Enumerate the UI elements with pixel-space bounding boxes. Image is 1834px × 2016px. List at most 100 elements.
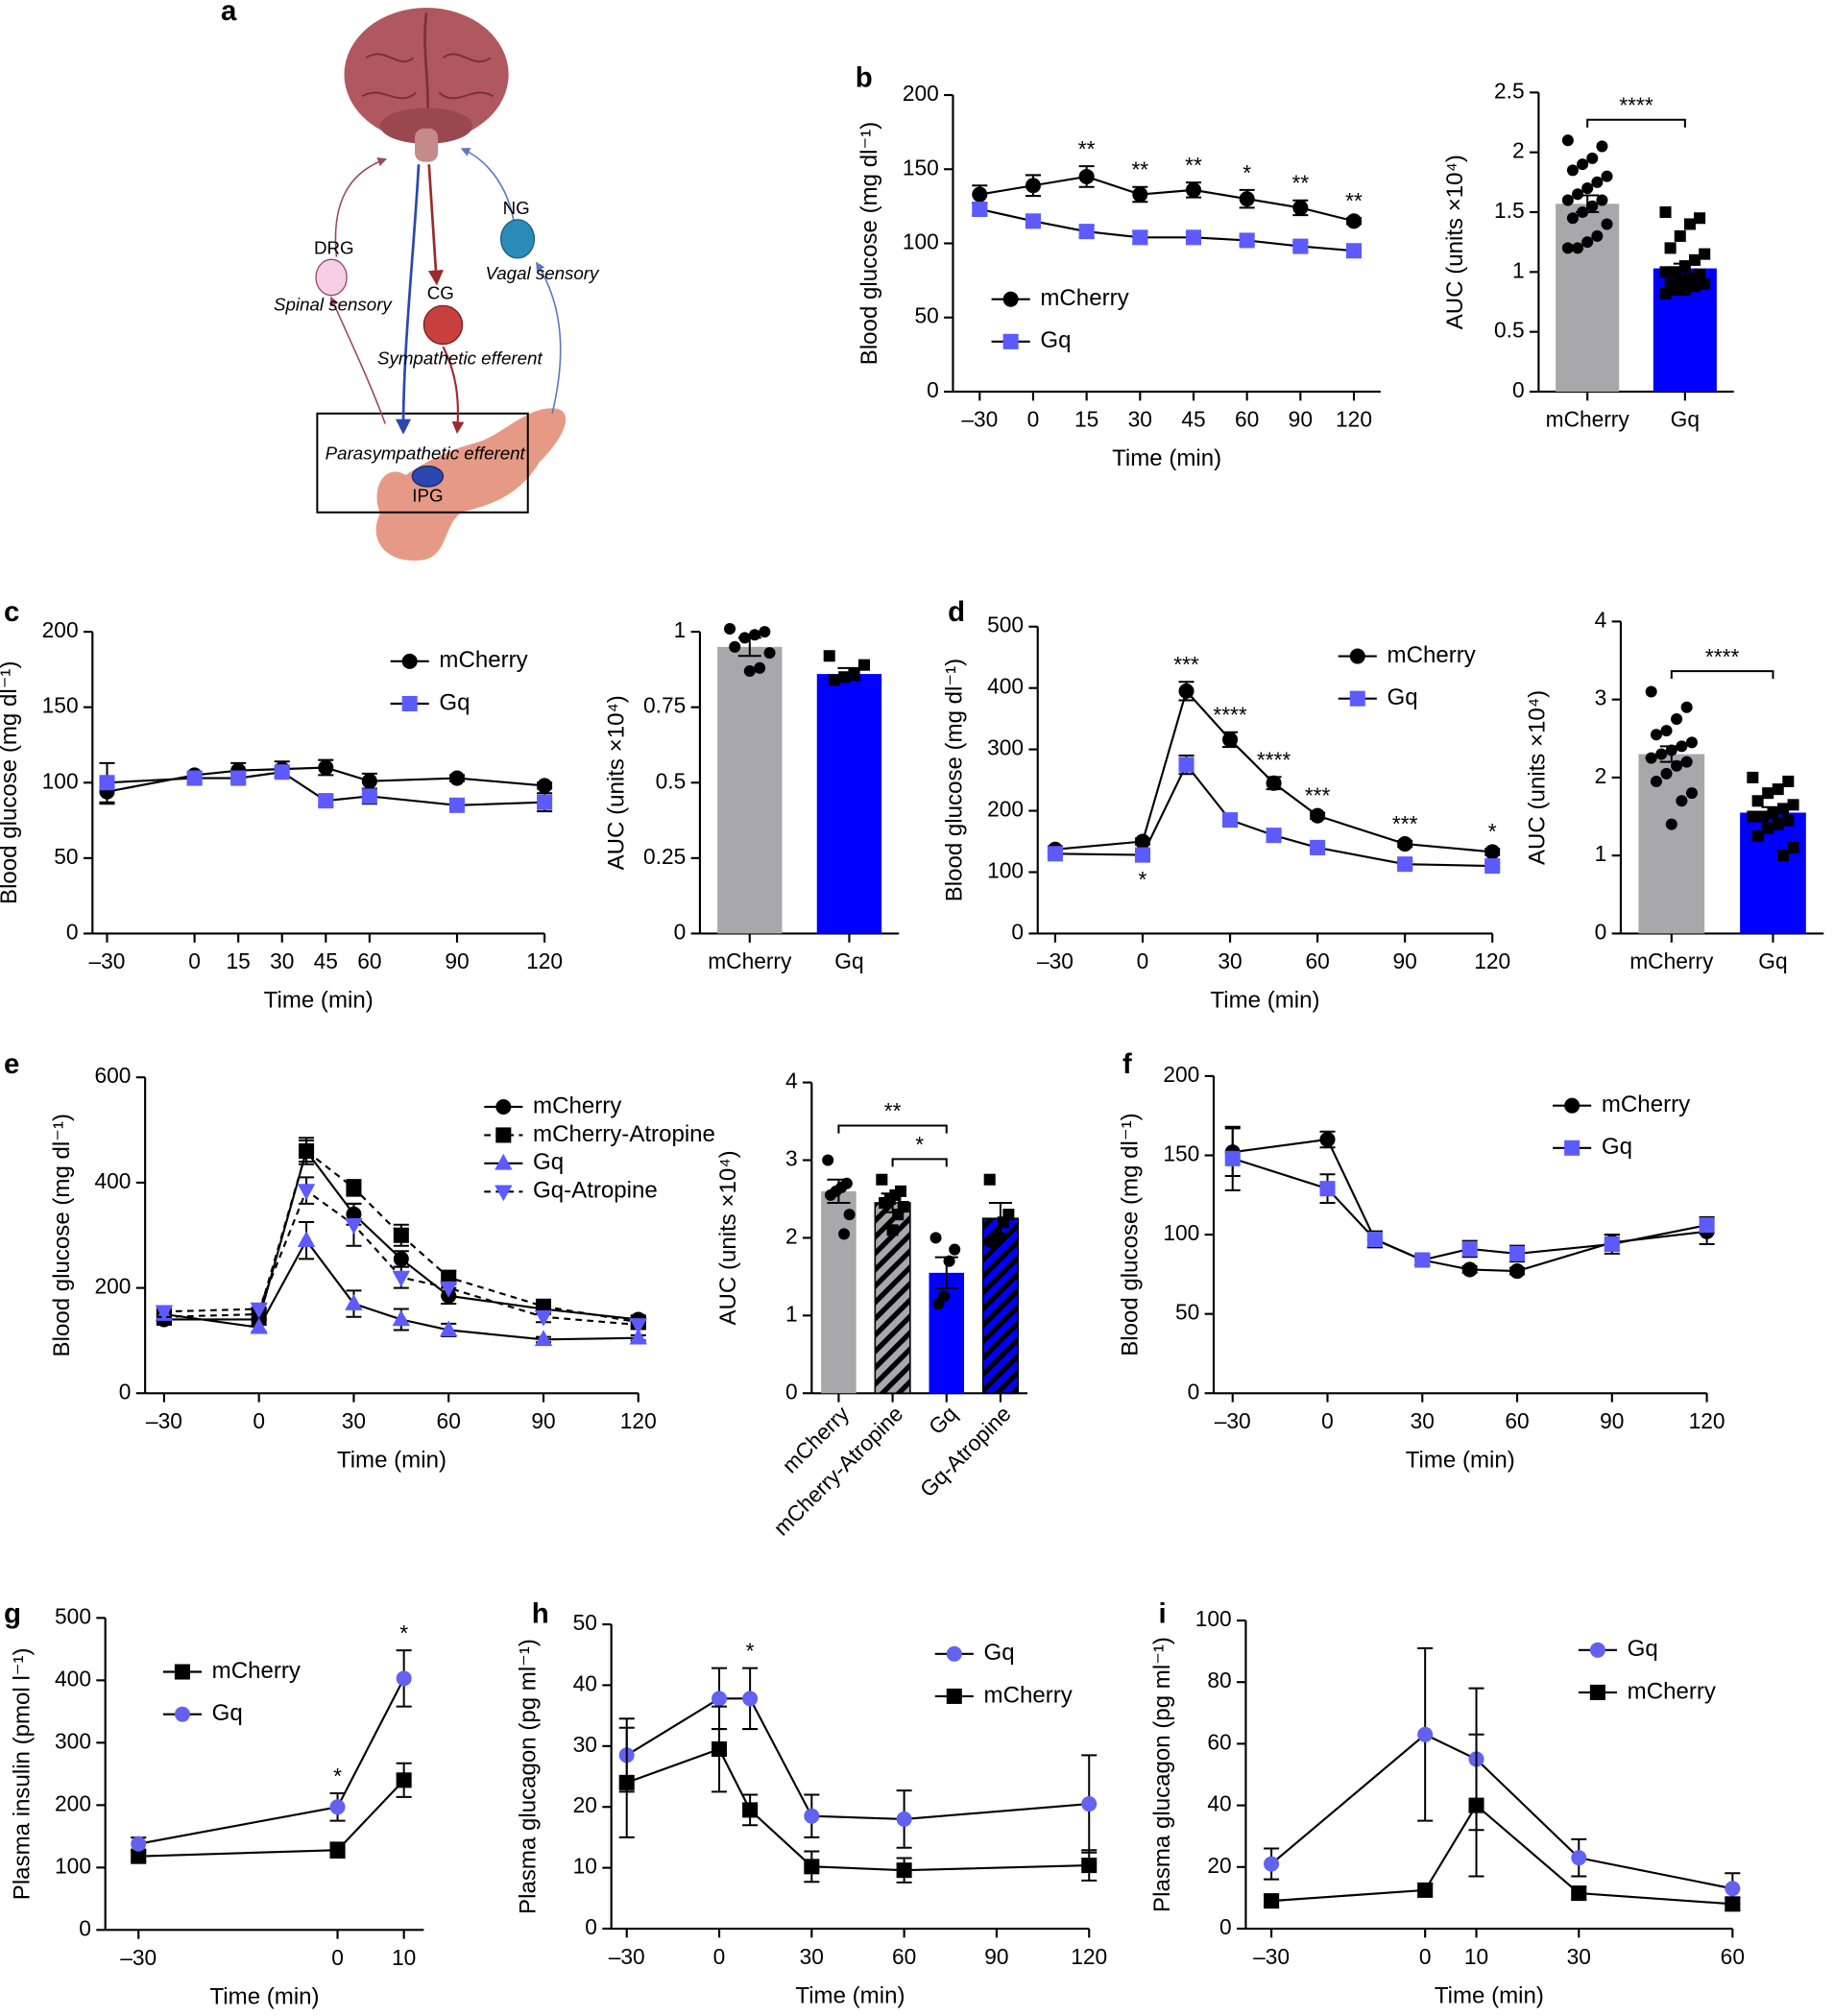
significance-bracket (837, 1124, 948, 1134)
individual-point (1688, 253, 1701, 266)
data-point (1081, 1796, 1098, 1812)
significance-label: ** (1078, 136, 1096, 161)
x-tick-label: mCherry (1546, 407, 1630, 432)
individual-point (729, 640, 741, 653)
individual-point (1572, 188, 1584, 201)
arrow (536, 261, 562, 414)
y-tick-label: 0 (1219, 1914, 1232, 1939)
data-point (250, 1302, 268, 1319)
individual-point (1591, 229, 1604, 242)
individual-point (1596, 194, 1608, 206)
individual-point (1680, 756, 1693, 768)
y-axis-label: Blood glucose (mg dl⁻¹) (0, 661, 22, 904)
y-tick-label: 0 (66, 919, 79, 944)
data-point (1266, 775, 1282, 791)
y-tick-label: 4 (1595, 607, 1607, 632)
series-line (979, 175, 1355, 223)
y-axis-label: Blood glucose (mg dl⁻¹) (857, 122, 882, 365)
data-point (318, 759, 334, 776)
individual-point (1699, 277, 1711, 290)
panel-letter: e (4, 1048, 19, 1080)
data-point (393, 1227, 409, 1243)
data-point (1025, 213, 1041, 229)
y-tick-label: 2 (1595, 763, 1607, 788)
data-point (1319, 1131, 1336, 1147)
data-point (396, 1772, 412, 1788)
legend-marker (401, 695, 418, 712)
data-point (711, 1691, 728, 1707)
legend-marker (946, 1645, 962, 1662)
y-tick-label: 1 (1512, 257, 1525, 282)
series-line (163, 1188, 639, 1327)
data-point (1222, 812, 1239, 828)
y-tick-label: 40 (573, 1670, 597, 1695)
data-point (1571, 1885, 1587, 1902)
data-point (629, 1328, 647, 1345)
data-point (1310, 807, 1326, 824)
x-tick-label: Gq (834, 948, 863, 973)
individual-point (1577, 158, 1589, 171)
individual-point (1678, 284, 1691, 297)
legend-label: mCherry (212, 1658, 301, 1684)
y-axis-label: Plasma glucagon (pg ml⁻¹) (515, 1639, 541, 1914)
x-tick-label: 0 (1137, 948, 1149, 973)
data-point (1461, 1240, 1478, 1257)
significance-label: ** (1131, 157, 1148, 182)
individual-point (823, 650, 835, 662)
y-axis-label: Blood glucose (mg dl⁻¹) (941, 659, 967, 901)
individual-point (1782, 775, 1795, 787)
x-tick-label: 60 (1235, 407, 1259, 432)
x-tick-label: mCherry (708, 948, 792, 973)
y-tick-label: 3 (785, 1145, 798, 1170)
x-axis-label: Time (min) (264, 988, 374, 1014)
series-line (163, 1149, 639, 1324)
individual-point (1747, 810, 1759, 823)
panel-letter: d (948, 596, 965, 628)
y-tick-label: 50 (573, 1610, 597, 1635)
arrow (460, 147, 515, 222)
legend-label: mCherry (1602, 1092, 1690, 1117)
significance-label: ** (1185, 153, 1202, 178)
legend-label: Gq (1040, 327, 1071, 353)
individual-point (1756, 810, 1769, 823)
y-tick-label: 30 (573, 1732, 597, 1757)
legend-marker (1349, 648, 1365, 664)
y-tick-label: 100 (903, 228, 939, 253)
data-point (534, 1309, 553, 1327)
series-line (163, 1238, 639, 1341)
data-point (804, 1859, 820, 1875)
y-tick-label: 150 (903, 155, 939, 180)
individual-point (943, 1255, 955, 1267)
panel-letter: b (856, 62, 873, 94)
data-point (1604, 1236, 1620, 1253)
individual-point (1772, 783, 1784, 796)
data-point (1310, 839, 1326, 855)
data-point (896, 1862, 912, 1879)
x-tick-label: 30 (800, 1944, 824, 1969)
individual-point (1787, 842, 1799, 854)
x-tick-label: –30 (89, 948, 126, 973)
x-tick-label: 30 (1411, 1408, 1435, 1433)
data-point (537, 794, 553, 810)
x-tick-label: Gq (924, 1401, 962, 1439)
data-point (1239, 232, 1255, 249)
significance-label: * (1488, 819, 1497, 844)
y-tick-label: 50 (54, 844, 78, 869)
data-point (361, 773, 377, 789)
brain-folds (361, 53, 495, 100)
individual-point (1688, 280, 1701, 293)
x-axis-label: Time (min) (1210, 988, 1319, 1014)
individual-point (1659, 205, 1672, 219)
x-tick-label: 120 (620, 1408, 657, 1433)
y-tick-label: 0 (1188, 1379, 1200, 1404)
individual-point (828, 674, 840, 686)
ng-node (499, 219, 536, 259)
y-tick-label: 600 (95, 1063, 132, 1088)
individual-point (1669, 284, 1681, 297)
individual-point (1694, 212, 1706, 225)
data-point (392, 1309, 411, 1327)
individual-point (1659, 287, 1672, 300)
legend-marker (1002, 333, 1019, 349)
individual-point (879, 1196, 891, 1210)
legend-label: mCherry (1040, 285, 1128, 311)
